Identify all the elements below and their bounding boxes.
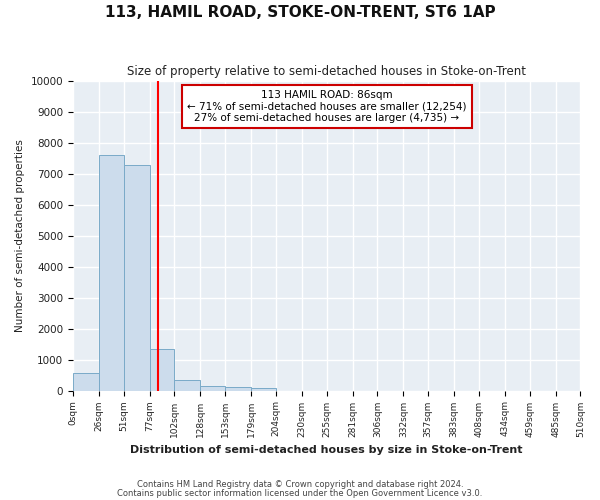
Text: 113 HAMIL ROAD: 86sqm
← 71% of semi-detached houses are smaller (12,254)
27% of : 113 HAMIL ROAD: 86sqm ← 71% of semi-deta… — [187, 90, 466, 123]
Title: Size of property relative to semi-detached houses in Stoke-on-Trent: Size of property relative to semi-detach… — [127, 65, 526, 78]
Bar — [99, 155, 124, 390]
Y-axis label: Number of semi-detached properties: Number of semi-detached properties — [15, 139, 25, 332]
Bar — [175, 380, 200, 390]
Text: Contains public sector information licensed under the Open Government Licence v3: Contains public sector information licen… — [118, 488, 482, 498]
X-axis label: Distribution of semi-detached houses by size in Stoke-on-Trent: Distribution of semi-detached houses by … — [130, 445, 523, 455]
Text: Contains HM Land Registry data © Crown copyright and database right 2024.: Contains HM Land Registry data © Crown c… — [137, 480, 463, 489]
Bar — [225, 388, 251, 390]
Bar — [124, 165, 149, 390]
Bar — [200, 386, 225, 390]
Bar — [149, 349, 175, 391]
Bar — [251, 388, 276, 390]
Bar — [73, 373, 99, 390]
Text: 113, HAMIL ROAD, STOKE-ON-TRENT, ST6 1AP: 113, HAMIL ROAD, STOKE-ON-TRENT, ST6 1AP — [104, 5, 496, 20]
